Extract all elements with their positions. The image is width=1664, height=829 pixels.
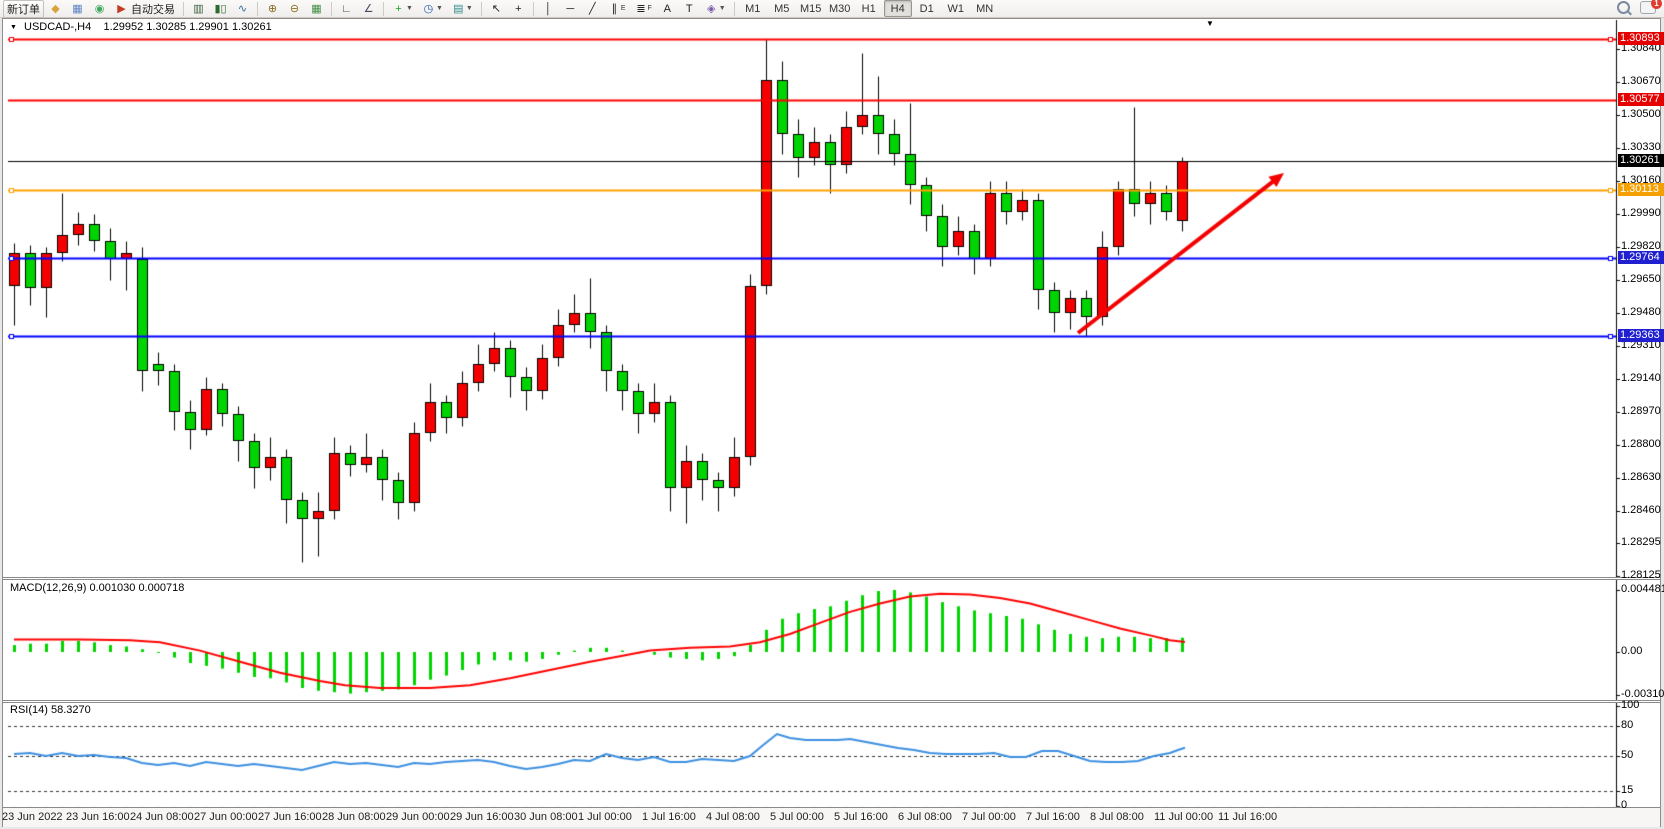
autotrading-button[interactable]: ▶ 自动交易 [111, 0, 179, 18]
chevron-down-icon[interactable]: ▼ [435, 5, 443, 12]
pane-separator-time [3, 807, 1660, 808]
text-label-button[interactable]: T [679, 0, 700, 18]
toolbar-separator [257, 1, 258, 16]
toolbar-separator [331, 1, 332, 16]
zoom-in-button[interactable]: ⊕ [262, 0, 283, 18]
fibonacci-icon-sub: F [647, 5, 652, 12]
add-indicator-button[interactable]: + ▼ [388, 0, 417, 18]
toolbar-separator [480, 1, 482, 16]
trendline-icon: ╱ [589, 2, 596, 15]
chart-title: ▼ USDCAD-,H4 1.29952 1.30285 1.29901 1.3… [10, 21, 272, 33]
main-toolbar: 新订单 ◆ ▦ ◉ ▶ 自动交易 ▥ ▮▯ ∿ ⊕ ⊖ ▦ ∟ ∠ + ▼ ◷ ▼ ▤ ▼ ↖ + │ ─ ╱ ∥ E ≣ F A T ◈ ▼… [0, 0, 1664, 18]
indicator-list-button[interactable]: ∠ [358, 0, 379, 18]
time-axis-strip [3, 808, 1660, 827]
toolbar-separator [532, 1, 534, 16]
autotrading-label: 自动交易 [131, 3, 175, 16]
cursor-icon: ↖ [491, 2, 501, 15]
zoom-out-button[interactable]: ⊖ [284, 0, 305, 18]
signals-button[interactable]: ◉ [89, 0, 110, 18]
cursor-button[interactable]: ↖ [486, 0, 507, 18]
notification-badge: 1 [1651, 0, 1662, 9]
equidistant-channel-button[interactable]: ∥ E [604, 0, 630, 18]
timeframe-button-d1[interactable]: D1 [919, 2, 934, 15]
toolbar-separator [183, 1, 184, 16]
equidistant-channel-icon: ∥ [611, 2, 618, 15]
line-chart-button[interactable]: ∿ [232, 0, 253, 18]
zoom-in-icon: ⊕ [267, 2, 278, 15]
chevron-down-icon[interactable]: ▼ [10, 24, 17, 31]
timeframe-button-m30[interactable]: M30 [829, 2, 851, 15]
candlestick-chart-icon: ▮▯ [214, 2, 227, 15]
symbol-period-label: USDCAD-,H4 [24, 21, 92, 33]
search-icon[interactable] [1617, 1, 1630, 14]
timeframe-button-h1[interactable]: H1 [861, 2, 876, 15]
bar-chart-icon: ▥ [193, 2, 204, 15]
timeframe-button-m5[interactable]: M5 [774, 2, 790, 15]
timeframe-button-m15[interactable]: M15 [800, 2, 822, 15]
zoom-out-icon: ⊖ [289, 2, 300, 15]
crosshair-icon: + [515, 2, 522, 15]
crosshair-button[interactable]: + [508, 0, 529, 18]
bar-chart-button[interactable]: ▥ [188, 0, 209, 18]
timeframe-button-h4[interactable]: H4 [883, 0, 912, 17]
tile-windows-icon: ▦ [311, 2, 322, 15]
rsi-indicator-label: RSI(14) 58.3270 [10, 704, 91, 716]
pane-separator-rsi[interactable] [3, 700, 1660, 703]
market-watch-button[interactable]: ◆ [45, 0, 66, 18]
tile-windows-button[interactable]: ▦ [306, 0, 327, 18]
text-button[interactable]: A [657, 0, 678, 18]
fibonacci-icon: ≣ [636, 2, 646, 15]
trendline-button[interactable]: ╱ [582, 0, 603, 18]
horizontal-line-icon: ─ [566, 2, 575, 15]
chevron-down-icon[interactable]: ▼ [718, 5, 726, 12]
text-label-icon: T [685, 2, 693, 15]
timeframe-button-w1[interactable]: W1 [947, 2, 964, 15]
candlestick-chart-button[interactable]: ▮▯ [210, 0, 231, 18]
data-window-icon: ▦ [72, 2, 83, 15]
line-chart-icon: ∿ [237, 2, 248, 15]
data-window-button[interactable]: ▦ [67, 0, 88, 18]
signals-icon: ◉ [94, 2, 105, 15]
new-order-button[interactable]: 新订单 [3, 0, 44, 18]
text-icon: A [663, 2, 671, 15]
chat-icon[interactable]: 1 [1640, 0, 1662, 14]
indicators-window-icon: ∟ [341, 2, 352, 15]
shapes-icon: ◈ [707, 2, 716, 15]
timeframe-button-mn[interactable]: MN [976, 2, 994, 15]
chevron-down-icon[interactable]: ▼ [465, 5, 473, 12]
ohlc-values: 1.29952 1.30285 1.29901 1.30261 [103, 21, 272, 33]
period-icon: ◷ [423, 2, 434, 15]
equidistant-channel-icon-sub: E [620, 5, 626, 12]
chevron-down-icon[interactable]: ▼ [406, 5, 413, 12]
autotrading-icon: ▶ [117, 2, 126, 15]
period-button[interactable]: ◷ ▼ [418, 0, 447, 18]
indicators-window-button[interactable]: ∟ [336, 0, 357, 18]
market-watch-icon: ◆ [51, 2, 60, 15]
vertical-line-button[interactable]: │ [538, 0, 559, 18]
toolbar-separator [383, 1, 384, 16]
indicator-list-icon: ∠ [363, 2, 374, 15]
chart-shift-marker[interactable]: ▼ [1206, 19, 1214, 28]
pane-separator-macd[interactable] [3, 577, 1660, 580]
template-button[interactable]: ▤ ▼ [448, 0, 477, 18]
add-indicator-icon: + [395, 2, 402, 15]
horizontal-line-button[interactable]: ─ [560, 0, 581, 18]
shapes-button[interactable]: ◈ ▼ [701, 0, 730, 18]
macd-indicator-label: MACD(12,26,9) 0.001030 0.000718 [10, 582, 185, 594]
fibonacci-button[interactable]: ≣ F [630, 0, 655, 18]
template-icon: ▤ [453, 2, 464, 15]
vertical-line-icon: │ [544, 2, 552, 15]
toolbar-separator [733, 1, 735, 16]
timeframe-button-m1[interactable]: M1 [745, 2, 761, 15]
